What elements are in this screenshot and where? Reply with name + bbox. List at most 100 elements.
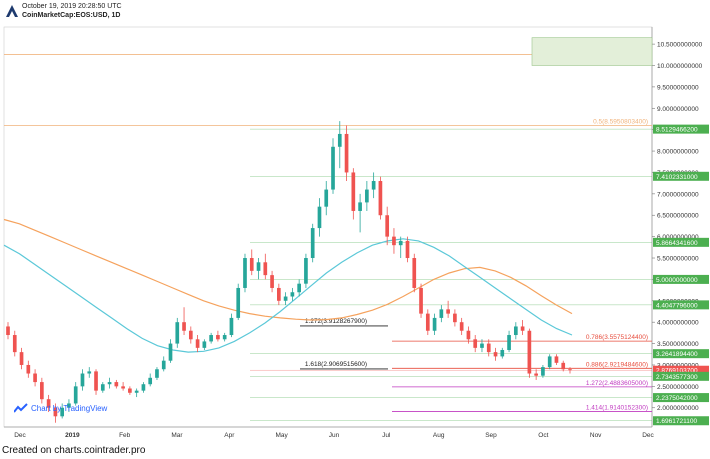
x-tick-label: Nov: [590, 432, 602, 439]
candle-body: [317, 206, 322, 229]
price-label: 4.4047796000: [656, 302, 698, 309]
axis-labels: 10.5000000000 10.0000000000 9.5000000000 9.…: [14, 42, 709, 439]
candle-body: [277, 287, 281, 301]
candle-body: [87, 371, 92, 374]
price-label-box: [653, 371, 709, 381]
y-tick-label: 4.0000000000: [657, 320, 699, 327]
candle-body: [128, 388, 132, 393]
candle-body: [365, 189, 369, 203]
price-label: 2.7343577300: [656, 374, 698, 381]
candle-body: [419, 287, 423, 314]
candle-body: [46, 399, 51, 408]
candle-body: [432, 317, 437, 331]
candle-body: [500, 349, 505, 357]
candle-body: [19, 352, 24, 365]
y-tick-label: 6.0000000000: [657, 234, 699, 241]
y-tick-label: 9.0000000000: [657, 106, 699, 113]
candle-body: [324, 189, 329, 207]
fib-level-label: 1.414(1.9140152300): [586, 404, 648, 411]
candle-body: [534, 373, 538, 376]
candle-body: [73, 386, 78, 404]
candle-body: [486, 343, 491, 353]
price-label-box: [653, 365, 709, 375]
candle-body: [161, 360, 166, 370]
price-label-box: [653, 393, 709, 403]
y-tick-label: 2.5000000000: [657, 384, 699, 391]
candle-body: [507, 335, 511, 350]
x-tick-label: Aug: [433, 432, 445, 439]
candle-body: [541, 367, 545, 376]
fib-level-label: 1.272(2.4883605000): [586, 380, 648, 387]
y-tick-label: 2.0000000000: [657, 405, 699, 412]
candle-body: [493, 352, 498, 357]
candle-body: [561, 362, 566, 370]
candle-body: [209, 335, 213, 342]
y-tick-label: 6.5000000000: [657, 213, 699, 220]
candle-body: [547, 356, 552, 368]
header-symbol: CoinMarketCap:EOS:USD, 1D: [22, 12, 121, 19]
candle-body: [40, 382, 44, 400]
candle-body: [425, 313, 430, 331]
price-label-box: [653, 300, 709, 310]
fib-level-label: 0.786(3.5575124400): [586, 334, 648, 341]
candle-body: [304, 258, 308, 284]
candle-body: [527, 330, 532, 374]
candle-body: [358, 202, 362, 211]
price-label: 8.5129466200: [656, 127, 698, 134]
candle-body: [256, 262, 261, 271]
moving-averages: [3, 218, 573, 353]
candle-body: [202, 341, 207, 348]
y-tick-label: 8.0000000000: [657, 149, 699, 156]
candle-body: [33, 373, 37, 383]
candle-body: [412, 258, 417, 288]
candle-body: [398, 240, 403, 246]
candle-body: [378, 181, 383, 216]
candle-body: [141, 384, 146, 391]
fib-level-label: 1.272(3.9128267900): [305, 318, 367, 325]
watermark-text: Chart by TradingView: [31, 403, 108, 413]
candle-body: [290, 292, 295, 297]
candle-body: [337, 133, 342, 147]
candle-body: [351, 172, 356, 211]
candle-body: [385, 215, 390, 237]
x-tick-label: Mar: [171, 432, 183, 439]
candle-body: [80, 373, 85, 387]
fibonacci-levels: 0.618(10.2578905800)0.5(8.5950803400)0.7…: [4, 37, 653, 421]
ma-orange-line: [3, 218, 573, 321]
candle-body: [216, 335, 220, 340]
logo-icon: [6, 5, 18, 17]
y-tick-label: 3.5000000000: [657, 341, 699, 348]
y-tick-label: 10.5000000000: [657, 42, 703, 49]
candle-body: [236, 287, 241, 318]
price-label: 2.2375042000: [656, 395, 698, 402]
price-label-box: [653, 274, 709, 284]
y-tick-label: 10.0000000000: [657, 63, 703, 70]
tradingview-watermark[interactable]: Chart by TradingView: [14, 403, 107, 413]
ma-blue-line: [3, 238, 573, 353]
candle-body: [392, 236, 396, 246]
x-tick-label: Jul: [382, 432, 391, 439]
candle-body: [466, 330, 471, 340]
x-tick-label: May: [276, 432, 289, 439]
candle-body: [439, 309, 444, 318]
candle-body: [480, 343, 484, 348]
candle-body: [229, 317, 234, 336]
candle-body: [53, 407, 58, 417]
y-tick-label: 9.5000000000: [657, 84, 699, 91]
candle-body: [188, 330, 193, 340]
price-label-box: [653, 416, 709, 426]
price-label: 5.8664341600: [656, 240, 698, 247]
fib-level-label: 0.886(2.9219484600): [586, 361, 648, 368]
candle-body: [175, 322, 180, 344]
candle-body: [249, 258, 254, 271]
candle-body: [121, 386, 125, 389]
candle-body: [222, 335, 227, 340]
x-tick-label: Dec: [14, 432, 26, 439]
candle-body: [283, 296, 288, 301]
x-tick-label: Oct: [538, 432, 548, 439]
candle-body: [331, 146, 335, 190]
candle-body: [513, 326, 518, 336]
price-label-box: [653, 124, 709, 134]
